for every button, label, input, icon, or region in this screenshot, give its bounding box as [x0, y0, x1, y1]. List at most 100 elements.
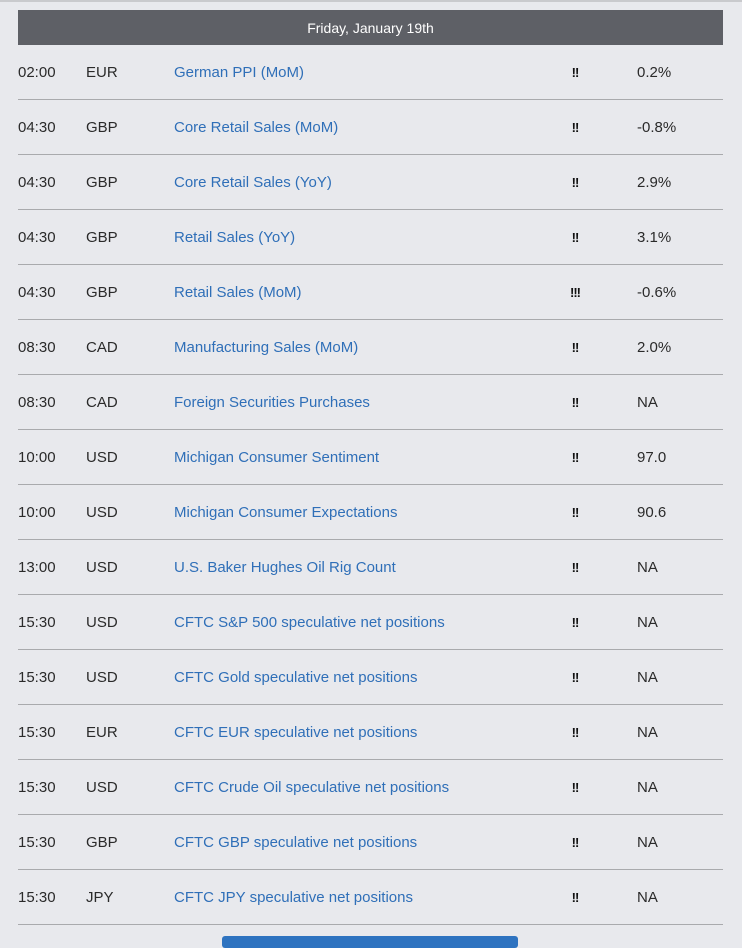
event-name-link[interactable]: Core Retail Sales (YoY) [174, 174, 332, 191]
event-value: 3.1% [637, 229, 672, 246]
event-currency: USD [86, 669, 118, 686]
day-header: Friday, January 19th [18, 10, 723, 45]
importance-indicator: !! [571, 670, 580, 685]
event-name-link[interactable]: Michigan Consumer Expectations [174, 504, 398, 521]
event-time: 15:30 [18, 834, 56, 851]
event-name-link[interactable]: CFTC Gold speculative net positions [174, 669, 418, 686]
event-value: 2.9% [637, 174, 672, 191]
event-row: 02:00 EUR German PPI (MoM)!! 0.2% [18, 45, 723, 100]
importance-indicator: !! [571, 890, 580, 905]
event-time: 08:30 [18, 394, 56, 411]
importance-indicator: !! [571, 780, 580, 795]
event-currency: GBP [86, 834, 118, 851]
event-name-link[interactable]: Core Retail Sales (MoM) [174, 119, 339, 136]
event-time: 15:30 [18, 724, 56, 741]
event-value: NA [637, 559, 658, 576]
event-value: NA [637, 889, 658, 906]
event-value: 2.0% [637, 339, 672, 356]
event-currency: GBP [86, 284, 118, 301]
economic-calendar: Friday, January 19th 02:00 EUR German PPI … [18, 10, 723, 925]
event-value: NA [637, 669, 658, 686]
event-row: 04:30 GBP Retail Sales (MoM)!!! -0.6% [18, 265, 723, 320]
event-time: 10:00 [18, 449, 56, 466]
event-value: -0.8% [637, 119, 677, 136]
event-row: 15:30 USD CFTC S&P 500 speculative net pos… [18, 595, 723, 650]
event-row: 15:30 USD CFTC Gold speculative net positi… [18, 650, 723, 705]
event-name-link[interactable]: CFTC GBP speculative net positions [174, 834, 418, 851]
event-currency: USD [86, 614, 118, 631]
importance-indicator: !!! [570, 285, 581, 300]
event-time: 15:30 [18, 779, 56, 796]
event-name-link[interactable]: Foreign Securities Purchases [174, 394, 370, 411]
event-currency: EUR [86, 724, 118, 741]
event-time: 08:30 [18, 339, 56, 356]
event-value: NA [637, 724, 658, 741]
importance-indicator: !! [571, 340, 580, 355]
event-row: 13:00 USD U.S. Baker Hughes Oil Rig Count!… [18, 540, 723, 595]
event-currency: USD [86, 559, 118, 576]
event-row: 15:30 JPY CFTC JPY speculative net positio… [18, 870, 723, 925]
event-name-link[interactable]: CFTC Crude Oil speculative net positions [174, 779, 450, 796]
importance-indicator: !! [571, 120, 580, 135]
event-value: 97.0 [637, 449, 667, 466]
event-time: 04:30 [18, 229, 56, 246]
event-list: 02:00 EUR German PPI (MoM)!! 0.2% 04:30 GBP Co… [18, 45, 723, 925]
importance-indicator: !! [571, 505, 580, 520]
event-time: 15:30 [18, 614, 56, 631]
importance-indicator: !! [571, 835, 580, 850]
event-currency: EUR [86, 64, 118, 81]
importance-indicator: !! [571, 560, 580, 575]
importance-indicator: !! [571, 395, 580, 410]
event-time: 15:30 [18, 889, 56, 906]
event-time: 04:30 [18, 174, 56, 191]
event-currency: USD [86, 779, 118, 796]
event-value: NA [637, 614, 658, 631]
event-name-link[interactable]: Retail Sales (MoM) [174, 284, 302, 301]
event-time: 04:30 [18, 119, 56, 136]
event-row: 04:30 GBP Retail Sales (YoY)!! 3.1% [18, 210, 723, 265]
event-name-link[interactable]: CFTC S&P 500 speculative net positions [174, 614, 445, 631]
importance-indicator: !! [571, 65, 580, 80]
top-divider [0, 0, 742, 2]
event-name-link[interactable]: CFTC EUR speculative net positions [174, 724, 418, 741]
event-currency: GBP [86, 174, 118, 191]
event-row: 04:30 GBP Core Retail Sales (YoY)!! 2.9% [18, 155, 723, 210]
event-currency: USD [86, 449, 118, 466]
event-value: 90.6 [637, 504, 667, 521]
event-name-link[interactable]: Michigan Consumer Sentiment [174, 449, 380, 466]
importance-indicator: !! [571, 450, 580, 465]
event-time: 04:30 [18, 284, 56, 301]
event-currency: GBP [86, 229, 118, 246]
importance-indicator: !! [571, 175, 580, 190]
importance-indicator: !! [571, 615, 580, 630]
event-row: 15:30 GBP CFTC GBP speculative net positio… [18, 815, 723, 870]
event-row: 10:00 USD Michigan Consumer Expectations!!… [18, 485, 723, 540]
event-row: 15:30 EUR CFTC EUR speculative net positio… [18, 705, 723, 760]
event-value: NA [637, 834, 658, 851]
event-currency: CAD [86, 339, 118, 356]
event-time: 15:30 [18, 669, 56, 686]
event-name-link[interactable]: Retail Sales (YoY) [174, 229, 296, 246]
event-currency: GBP [86, 119, 118, 136]
event-time: 02:00 [18, 64, 56, 81]
event-currency: USD [86, 504, 118, 521]
event-row: 08:30 CAD Foreign Securities Purchases!! NA [18, 375, 723, 430]
importance-indicator: !! [571, 230, 580, 245]
event-row: 04:30 GBP Core Retail Sales (MoM)!! -0.8% [18, 100, 723, 155]
event-row: 08:30 CAD Manufacturing Sales (MoM)!! 2.0% [18, 320, 723, 375]
event-time: 10:00 [18, 504, 56, 521]
event-name-link[interactable]: U.S. Baker Hughes Oil Rig Count [174, 559, 396, 576]
event-value: 0.2% [637, 64, 672, 81]
event-row: 15:30 USD CFTC Crude Oil speculative net p… [18, 760, 723, 815]
event-name-link[interactable]: German PPI (MoM) [174, 64, 305, 81]
event-name-link[interactable]: Manufacturing Sales (MoM) [174, 339, 359, 356]
event-time: 13:00 [18, 559, 56, 576]
event-value: NA [637, 394, 658, 411]
event-name-link[interactable]: CFTC JPY speculative net positions [174, 889, 413, 906]
event-value: -0.6% [637, 284, 677, 301]
event-value: NA [637, 779, 658, 796]
event-currency: CAD [86, 394, 118, 411]
load-more-button[interactable] [222, 936, 518, 948]
event-row: 10:00 USD Michigan Consumer Sentiment!! 97.… [18, 430, 723, 485]
importance-indicator: !! [571, 725, 580, 740]
